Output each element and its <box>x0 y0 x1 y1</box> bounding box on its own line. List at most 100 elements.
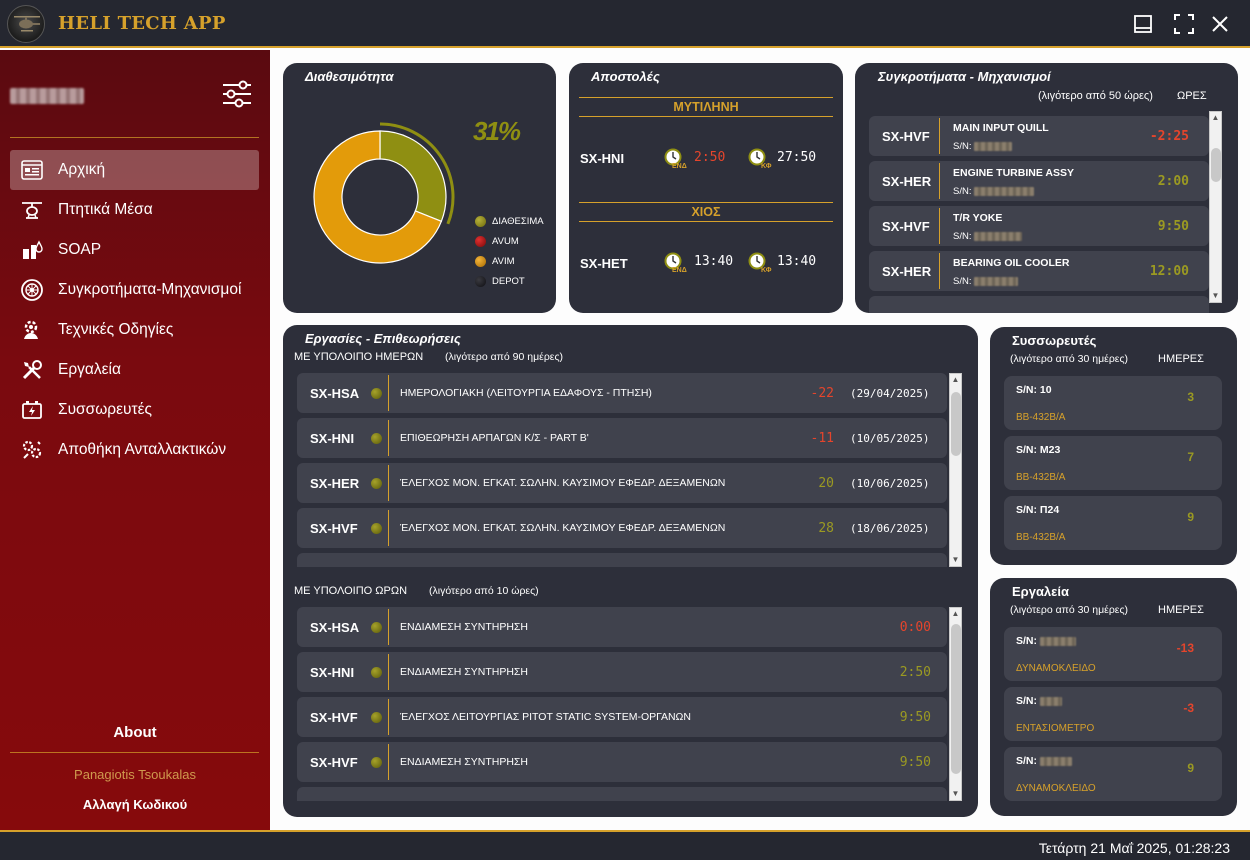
sidebar-item-assemblies[interactable]: Συγκροτήματα-Μηχανισμοί <box>10 270 259 310</box>
days-remaining: -3 <box>1183 701 1194 715</box>
task-row-partial[interactable] <box>297 553 947 567</box>
task-row[interactable]: SX-HER ΈΛΕΓΧΟΣ ΜΟΝ. ΕΓΚΑΤ. ΣΩΛΗΝ. ΚΑΥΣΙΜ… <box>297 463 947 503</box>
task-description: ΕΝΔΙΑΜΕΣΗ ΣΥΝΤΗΡΗΣΗ <box>400 756 528 768</box>
helicopter-logo-icon <box>14 16 40 32</box>
assembly-row[interactable]: SX-HVF T/R YOKE S/N: 9:50 <box>869 206 1209 246</box>
scroll-thumb[interactable] <box>951 392 961 456</box>
title-bar: HELI TECH APP <box>0 0 1250 48</box>
days-remaining: 3 <box>1187 390 1194 404</box>
author-name: Panagiotis Tsoukalas <box>74 767 196 782</box>
status-dot <box>371 667 382 678</box>
sidebar-item-aircraft[interactable]: Πτητικά Μέσα <box>10 190 259 230</box>
end-label: ΕΝΔ <box>672 163 687 170</box>
sidebar-item-technical-directives[interactable]: Τεχνικές Οδηγίες <box>10 310 259 350</box>
minimize-button[interactable] <box>1131 12 1155 36</box>
mission-aircraft[interactable]: SX-HET <box>580 256 628 271</box>
batteries-panel: Συσσωρευτές (λιγότερο από 30 ημέρες) ΗΜΕ… <box>990 327 1237 565</box>
scroll-down-arrow[interactable]: ▼ <box>951 789 960 798</box>
settings-button[interactable] <box>221 80 253 108</box>
assembly-row[interactable]: SX-HER ENGINE TURBINE ASSY S/N: 2:00 <box>869 161 1209 201</box>
assembly-name: ENGINE TURBINE ASSY <box>953 167 1074 179</box>
battery-card[interactable]: S/N: Π24 BB-432B/A 9 <box>1004 496 1222 550</box>
scroll-thumb[interactable] <box>951 624 961 774</box>
days-remaining: -13 <box>1176 641 1194 655</box>
donut-slice-διαθεσιμα <box>379 130 447 223</box>
sidebar-item-label: Συγκροτήματα-Μηχανισμοί <box>58 281 242 298</box>
assemblies-scrollbar[interactable]: ▲ ▼ <box>1209 111 1222 303</box>
sidebar-item-tools[interactable]: Εργαλεία <box>10 350 259 390</box>
task-row[interactable]: SX-HVF ΈΛΕΓΧΟΣ ΜΟΝ. ΕΓΚΑΤ. ΣΩΛΗΝ. ΚΑΥΣΙΜ… <box>297 508 947 548</box>
task-description: ΈΛΕΓΧΟΣ ΜΟΝ. ΕΓΚΑΤ. ΣΩΛΗΝ. ΚΑΥΣΙΜΟΥ ΕΦΕΔ… <box>400 522 726 534</box>
days-header: ΗΜΕΡΕΣ <box>1158 604 1204 616</box>
task-row[interactable]: SX-HSA ΕΝΔΙΑΜΕΣΗ ΣΥΝΤΗΡΗΣΗ 0:00 <box>297 607 947 647</box>
tasks-panel: Εργασίες - Επιθεωρήσεις ΜΕ ΥΠΟΛΟΙΠΟ ΗΜΕΡ… <box>283 325 978 817</box>
task-row[interactable]: SX-HVF ΕΝΔΙΑΜΕΣΗ ΣΥΝΤΗΡΗΣΗ 9:50 <box>297 742 947 782</box>
user-name-redacted <box>10 88 84 104</box>
assembly-row[interactable]: SX-HER BEARING OIL COOLER S/N: 12:00 <box>869 251 1209 291</box>
scroll-up-arrow[interactable]: ▲ <box>951 609 960 618</box>
sidebar-item-spare-parts[interactable]: Αποθήκη Ανταλλακτικών <box>10 430 259 470</box>
days-scrollbar[interactable]: ▲ ▼ <box>949 373 962 567</box>
aircraft-code: SX-HSA <box>310 620 360 635</box>
days-remaining: -22 <box>810 386 834 401</box>
task-row[interactable]: SX-HSA ΗΜΕΡΟΛΟΓΙΑΚΗ (ΛΕΙΤΟΥΡΓΙΑ ΕΔΑΦΟΥΣ … <box>297 373 947 413</box>
assemblies-panel: Συγκροτήματα - Μηχανισμοί (λιγότερο από … <box>855 63 1238 313</box>
battery-card[interactable]: S/N: 10 BB-432B/A 3 <box>1004 376 1222 430</box>
tool-card[interactable]: S/N: ΕΝΤΑΣΙΟΜΕΤΡΟ -3 <box>1004 687 1222 741</box>
days-remaining: 20 <box>818 476 834 491</box>
row-divider <box>388 699 389 735</box>
assembly-row[interactable]: SX-HVF MAIN INPUT QUILL S/N: -2:25 <box>869 116 1209 156</box>
missions-panel: Αποστολές <box>569 63 843 313</box>
assembly-name: BEARING OIL COOLER <box>953 257 1070 269</box>
task-description: ΈΛΕΓΧΟΣ ΛΕΙΤΟΥΡΓΙΑΣ PITOT STATIC SYSTEM-… <box>400 711 691 723</box>
change-password-link[interactable]: Αλλαγή Κωδικού <box>82 797 188 812</box>
scroll-thumb[interactable] <box>1211 148 1221 182</box>
serial-number: S/N: M23 <box>1016 444 1061 456</box>
hours-remaining: 9:50 <box>899 710 931 725</box>
sidebar-item-batteries[interactable]: Συσσωρευτές <box>10 390 259 430</box>
hours-scrollbar[interactable]: ▲ ▼ <box>949 607 962 801</box>
scroll-down-arrow[interactable]: ▼ <box>951 555 960 564</box>
serial-number: S/N: <box>953 231 1023 242</box>
sidebar-item-soap[interactable]: SOAP <box>10 230 259 270</box>
panel-title: Συσσωρευτές <box>1012 333 1097 348</box>
row-divider <box>939 253 940 289</box>
task-row[interactable]: SX-HVF ΈΛΕΓΧΟΣ ΛΕΙΤΟΥΡΓΙΑΣ PITOT STATIC … <box>297 697 947 737</box>
mission-aircraft[interactable]: SX-HNI <box>580 151 625 166</box>
scroll-up-arrow[interactable]: ▲ <box>1211 113 1220 122</box>
days-header: ΗΜΕΡΕΣ <box>1158 353 1204 365</box>
task-row-partial[interactable] <box>297 787 947 801</box>
scroll-down-arrow[interactable]: ▼ <box>1211 291 1220 300</box>
aircraft-code: SX-HVF <box>882 129 930 144</box>
scroll-up-arrow[interactable]: ▲ <box>951 375 960 384</box>
donut-slice-avim <box>313 130 443 264</box>
aircraft-code: SX-HVF <box>310 755 358 770</box>
tool-card[interactable]: S/N: ΔΥΝΑΜΟΚΛΕΙΔΟ 9 <box>1004 747 1222 801</box>
sidebar-item-label: Αρχική <box>58 161 106 178</box>
aircraft-code: SX-HSA <box>310 386 360 401</box>
row-divider <box>939 118 940 154</box>
hours-remaining: 9:50 <box>899 755 931 770</box>
battery-card[interactable]: S/N: M23 BB-432B/A 7 <box>1004 436 1222 490</box>
due-date: (18/06/2025) <box>850 522 930 535</box>
aircraft-code: SX-HNI <box>310 665 355 680</box>
serial-number: S/N: <box>1016 695 1062 707</box>
sidebar-item-home[interactable]: Αρχική <box>10 150 259 190</box>
sidebar-item-label: Εργαλεία <box>58 361 121 378</box>
due-date: (29/04/2025) <box>850 387 930 400</box>
hours-section-note: (λιγότερο από 10 ώρες) <box>429 585 539 597</box>
close-button[interactable] <box>1208 12 1232 36</box>
tool-card[interactable]: S/N: ΔΥΝΑΜΟΚΛΕΙΔΟ -13 <box>1004 627 1222 681</box>
days-section-label: ΜΕ ΥΠΟΛΟΙΠΟ ΗΜΕΡΩΝ <box>294 351 424 363</box>
clock-icon <box>748 252 766 270</box>
about-link[interactable]: About <box>113 724 157 741</box>
fullscreen-button[interactable] <box>1172 12 1196 36</box>
gear-person-icon <box>20 318 44 342</box>
task-row[interactable]: SX-HNI ΕΠΙΘΕΩΡΗΣΗ ΑΡΠΑΓΩΝ Κ/Σ - PART B' … <box>297 418 947 458</box>
assembly-row-partial[interactable] <box>869 296 1209 313</box>
task-row[interactable]: SX-HNI ΕΝΔΙΑΜΕΣΗ ΣΥΝΤΗΡΗΣΗ 2:50 <box>297 652 947 692</box>
panel-subtitle: (λιγότερο από 30 ημέρες) <box>1010 353 1129 365</box>
status-dot <box>371 622 382 633</box>
battery-type: BB-432B/A <box>1016 472 1066 483</box>
donut-highlight-arc <box>379 122 455 225</box>
